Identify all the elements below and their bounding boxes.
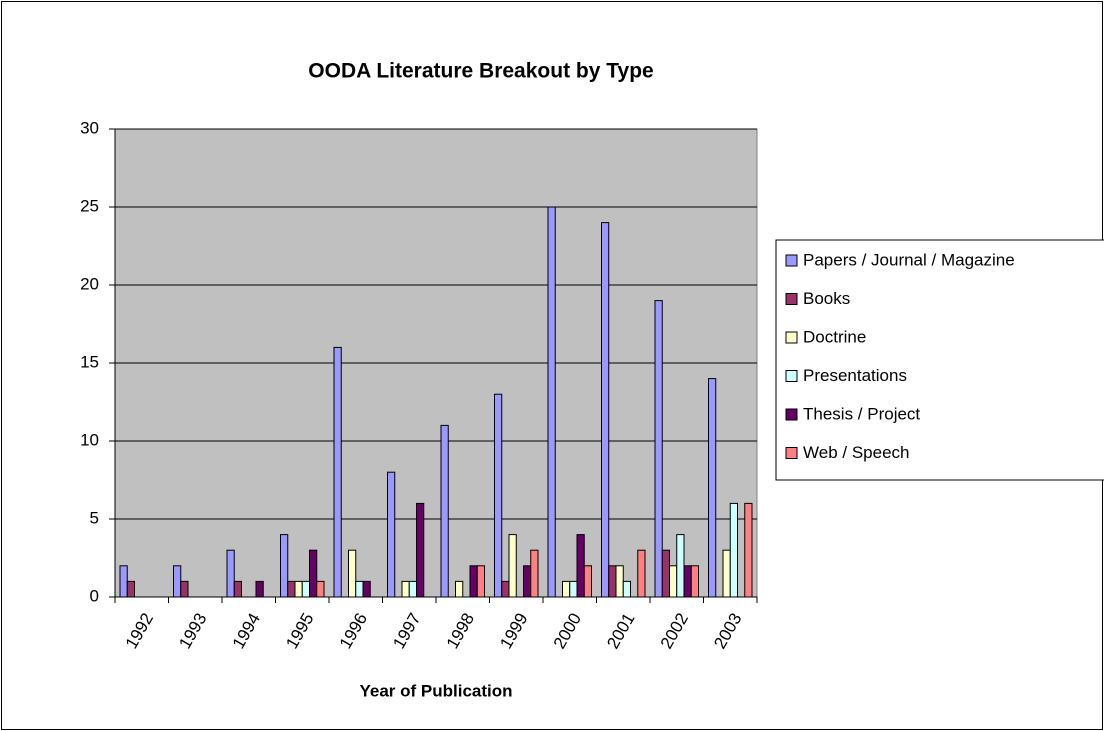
y-tick-label: 15: [80, 352, 99, 371]
y-tick-label: 10: [80, 430, 99, 449]
legend-label: Presentations: [803, 366, 907, 385]
chart-title: OODA Literature Breakout by Type: [308, 60, 653, 83]
y-tick-label: 5: [90, 508, 99, 527]
legend-box: [775, 239, 1104, 481]
bar: [294, 580, 303, 598]
bar: [669, 565, 678, 598]
bar: [661, 549, 670, 598]
bar: [362, 580, 371, 598]
bar: [316, 580, 325, 598]
bar: [530, 549, 539, 598]
y-tick-label: 0: [90, 586, 99, 605]
bar: [583, 565, 592, 598]
bar: [569, 580, 578, 598]
legend-swatch: [785, 293, 798, 305]
bar: [280, 534, 289, 598]
bar: [476, 565, 485, 598]
bar: [501, 580, 510, 598]
bar: [180, 580, 189, 598]
bar: [355, 580, 364, 598]
bar: [348, 549, 357, 598]
bar: [408, 580, 417, 598]
legend-label: Doctrine: [803, 327, 866, 346]
bar: [301, 580, 310, 598]
bar: [729, 502, 738, 598]
legend-swatch: [785, 331, 798, 344]
bar: [576, 534, 585, 598]
bar: [387, 471, 396, 598]
bar: [469, 565, 478, 598]
bar: [637, 549, 646, 598]
bar: [226, 549, 235, 598]
bar: [601, 222, 610, 598]
bar: [523, 565, 532, 598]
bar: [683, 565, 692, 598]
y-tick-label: 25: [80, 196, 99, 215]
legend-swatch: [785, 408, 798, 421]
y-tick-label: 30: [80, 118, 99, 137]
bar: [547, 206, 556, 598]
bar: [255, 580, 264, 598]
legend-swatch: [785, 254, 798, 267]
bar: [126, 580, 135, 598]
legend-swatch: [785, 370, 798, 382]
bar: [622, 580, 631, 598]
legend-swatch: [785, 447, 798, 459]
bar: [690, 565, 699, 598]
legend-label: Papers / Journal / Magazine: [803, 250, 1015, 269]
x-axis-title: Year of Publication: [359, 681, 512, 700]
legend-label: Books: [803, 289, 850, 308]
y-tick-label: 20: [80, 274, 99, 293]
bar: [608, 565, 617, 598]
bar: [654, 300, 663, 598]
bar: [416, 502, 425, 598]
bar: [615, 565, 624, 598]
bar: [744, 502, 753, 598]
legend-label: Web / Speech: [803, 443, 909, 462]
bar: [676, 534, 685, 598]
legend-label: Thesis / Project: [803, 404, 920, 423]
bar: [309, 549, 318, 598]
bar: [119, 565, 128, 598]
bar: [401, 580, 410, 598]
bar: [508, 534, 517, 598]
bar: [722, 549, 731, 598]
bar: [287, 580, 296, 598]
bar: [233, 580, 242, 598]
bar: [494, 393, 503, 598]
bar: [708, 378, 717, 598]
bar: [440, 424, 449, 598]
bar: [455, 580, 464, 598]
bar: [333, 346, 342, 598]
bar: [173, 565, 182, 598]
bar: [562, 580, 571, 598]
